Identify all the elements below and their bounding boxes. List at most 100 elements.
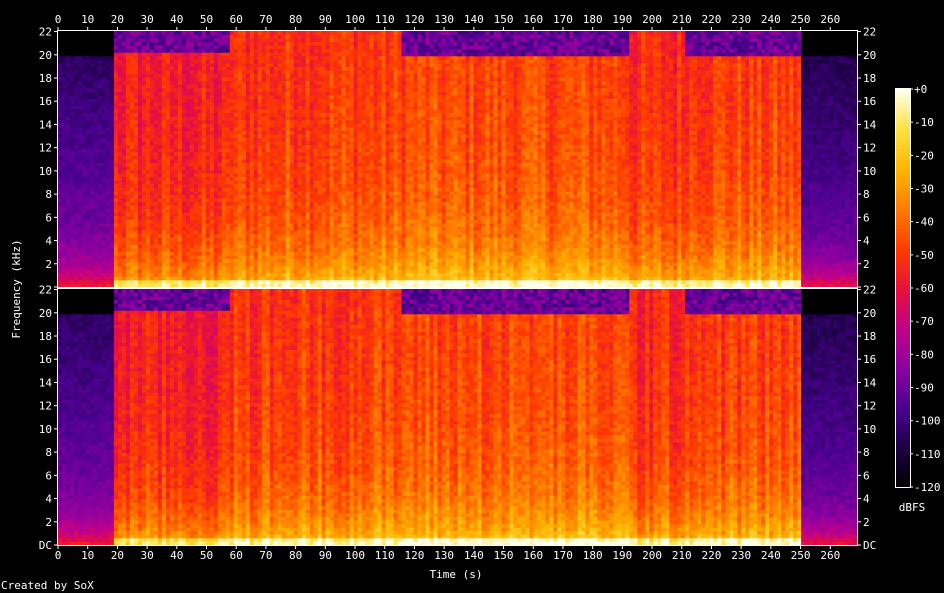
spectrogram-cell [178, 269, 182, 273]
spectrogram-cell [102, 244, 106, 248]
spectrogram-cell [158, 259, 162, 263]
spectrogram-cell [202, 244, 206, 248]
spectrogram-cell [246, 230, 250, 234]
spectrogram-cell [114, 266, 118, 270]
spectrogram-cell [262, 255, 266, 259]
spectrogram-cell [290, 123, 294, 127]
spectrogram-cell [178, 202, 182, 206]
spectrogram-cell [206, 255, 210, 259]
spectrogram-cell [170, 152, 174, 156]
spectrogram-cell [230, 70, 234, 74]
spectrogram-cell [290, 280, 294, 284]
spectrogram-cell [238, 166, 242, 170]
spectrogram-cell [306, 120, 310, 124]
spectrogram-cell [326, 91, 330, 95]
spectrogram-cell [242, 202, 246, 206]
spectrogram-cell [310, 159, 314, 163]
spectrogram-cell [274, 95, 278, 99]
spectrogram-cell [122, 273, 126, 277]
spectrogram-cell [190, 91, 194, 95]
spectrogram-cell [234, 187, 238, 191]
spectrogram-cell [330, 45, 334, 49]
spectrogram-cell [262, 63, 266, 67]
spectrogram-cell [102, 184, 106, 188]
spectrogram-cell [190, 84, 194, 88]
spectrogram-cell [158, 106, 162, 110]
spectrogram-cell [198, 99, 202, 103]
spectrogram-cell [90, 99, 94, 103]
spectrogram-cell [258, 152, 262, 156]
spectrogram-cell [282, 251, 286, 255]
spectrogram-cell [230, 283, 234, 287]
spectrogram-cell [218, 195, 222, 199]
spectrogram-cell [218, 113, 222, 117]
spectrogram-cell [90, 155, 94, 159]
spectrogram-cell [226, 259, 230, 263]
spectrogram-cell [202, 273, 206, 277]
spectrogram-cell [78, 134, 82, 138]
spectrogram-cell [110, 42, 114, 46]
spectrogram-cell [190, 184, 194, 188]
spectrogram-cell [266, 49, 270, 53]
spectrogram-cell [262, 223, 266, 227]
spectrogram-cell [234, 99, 238, 103]
spectrogram-cell [318, 106, 322, 110]
spectrogram-cell [278, 177, 282, 181]
spectrogram-cell [206, 177, 210, 181]
spectrogram-cell [74, 52, 78, 56]
spectrogram-cell [134, 67, 138, 71]
spectrogram-cell [198, 234, 202, 238]
spectrogram-cell [286, 255, 290, 259]
spectrogram-cell [62, 262, 66, 266]
spectrogram-cell [106, 184, 110, 188]
spectrogram-cell [146, 81, 150, 85]
spectrogram-cell [186, 152, 190, 156]
spectrogram-cell [202, 109, 206, 113]
spectrogram-cell [70, 234, 74, 238]
spectrogram-cell [226, 88, 230, 92]
spectrogram-cell [258, 184, 262, 188]
spectrogram-cell [110, 99, 114, 103]
spectrogram-cell [162, 248, 166, 252]
spectrogram-cell [278, 266, 282, 270]
spectrogram-cell [286, 262, 290, 266]
spectrogram-cell [70, 212, 74, 216]
spectrogram-cell [254, 283, 258, 287]
spectrogram-cell [154, 209, 158, 213]
spectrogram-cell [274, 184, 278, 188]
spectrogram-cell [66, 88, 70, 92]
spectrogram-cell [254, 163, 258, 167]
spectrogram-cell [310, 205, 314, 209]
spectrogram-cell [294, 102, 298, 106]
spectrogram-cell [130, 262, 134, 266]
spectrogram-cell [62, 99, 66, 103]
spectrogram-cell [234, 227, 238, 231]
spectrogram-cell [102, 84, 106, 88]
spectrogram-cell [218, 134, 222, 138]
spectrogram-cell [106, 49, 110, 53]
spectrogram-cell [182, 159, 186, 163]
spectrogram-cell [170, 59, 174, 63]
spectrogram-cell [142, 56, 146, 60]
spectrogram-cell [98, 102, 102, 106]
spectrogram-cell [274, 166, 278, 170]
spectrogram-cell [266, 187, 270, 191]
spectrogram-cell [74, 138, 78, 142]
spectrogram-cell [266, 209, 270, 213]
spectrogram-cell [134, 273, 138, 277]
spectrogram-cell [202, 248, 206, 252]
spectrogram-cell [290, 120, 294, 124]
spectrogram-cell [258, 42, 262, 46]
spectrogram-cell [206, 52, 210, 56]
spectrogram-cell [194, 230, 198, 234]
spectrogram-cell [282, 99, 286, 103]
spectrogram-cell [94, 95, 98, 99]
spectrogram-cell [82, 202, 86, 206]
spectrogram-cell [126, 180, 130, 184]
spectrogram-cell [122, 202, 126, 206]
spectrogram-cell [238, 237, 242, 241]
spectrogram-cell [266, 31, 270, 35]
spectrogram-cell [94, 152, 98, 156]
spectrogram-cell [182, 102, 186, 106]
spectrogram-cell [174, 205, 178, 209]
